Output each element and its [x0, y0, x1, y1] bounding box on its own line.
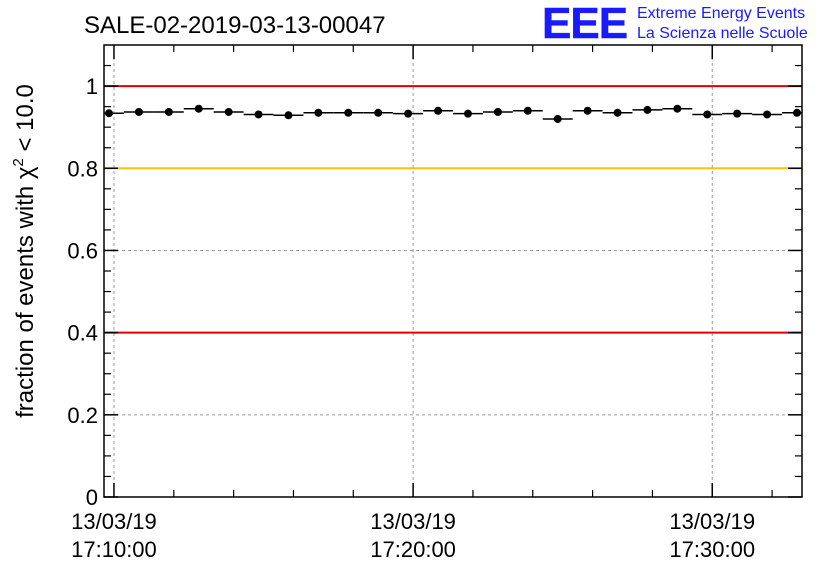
y-tick-label: 0.8	[67, 156, 98, 181]
data-point	[703, 110, 712, 119]
y-axis-label-main: fraction of events with	[12, 179, 39, 418]
data-point	[523, 106, 532, 115]
data-point	[733, 109, 742, 118]
x-tick-label-time: 17:30:00	[669, 537, 755, 562]
data-point	[793, 108, 802, 117]
eee-logo: EEE Extreme Energy Events La Scienza nel…	[542, 0, 808, 48]
data-point	[583, 106, 592, 115]
y-tick-label: 0.4	[67, 321, 98, 346]
data-point	[254, 110, 263, 119]
x-tick-label-date: 13/03/19	[71, 509, 157, 534]
data-point	[493, 107, 502, 116]
data-series	[104, 104, 802, 123]
x-tick-label-date: 13/03/19	[370, 509, 456, 534]
data-point	[434, 106, 443, 115]
data-point	[224, 107, 233, 116]
eee-logo-line2: La Scienza nelle Scuole	[637, 25, 808, 42]
reference-lines	[104, 85, 802, 334]
y-axis-label-rest: < 10.0	[12, 84, 39, 158]
data-point	[613, 108, 622, 117]
eee-logo-mark: EEE	[542, 0, 627, 48]
plot-frame	[103, 44, 803, 498]
data-point	[314, 108, 323, 117]
y-axis-label-chi: χ	[12, 166, 39, 179]
grid	[104, 45, 802, 497]
y-axis-label-sup: 2	[10, 158, 27, 166]
data-point	[463, 109, 472, 118]
y-tick-label: 0.2	[67, 403, 98, 428]
data-point	[673, 104, 682, 113]
data-point	[284, 111, 293, 120]
data-point	[194, 104, 203, 113]
axes: 0 0.2 0.4 0.6 0.8 1 13/03/19 17:10:00 13/03/19 17…	[67, 45, 802, 562]
y-tick-label: 0.6	[67, 238, 98, 263]
x-tick-label-time: 17:10:00	[71, 537, 157, 562]
data-point	[643, 105, 652, 114]
data-point	[344, 108, 353, 117]
chart-title: SALE-02-2019-03-13-00047	[84, 12, 386, 39]
y-axis-label: fraction of events with χ2 < 10.0	[10, 84, 39, 418]
data-point	[104, 109, 113, 118]
eee-logo-line1: Extreme Energy Events	[637, 5, 805, 22]
data-point	[404, 109, 413, 118]
data-point	[164, 107, 173, 116]
data-point	[134, 107, 143, 116]
x-tick-label-time: 17:20:00	[370, 537, 456, 562]
y-tick-label: 1	[86, 74, 98, 99]
data-point	[553, 114, 562, 123]
y-tick-label: 0	[86, 485, 98, 510]
data-point	[763, 110, 772, 119]
x-tick-label-date: 13/03/19	[669, 509, 755, 534]
data-point	[374, 108, 383, 117]
